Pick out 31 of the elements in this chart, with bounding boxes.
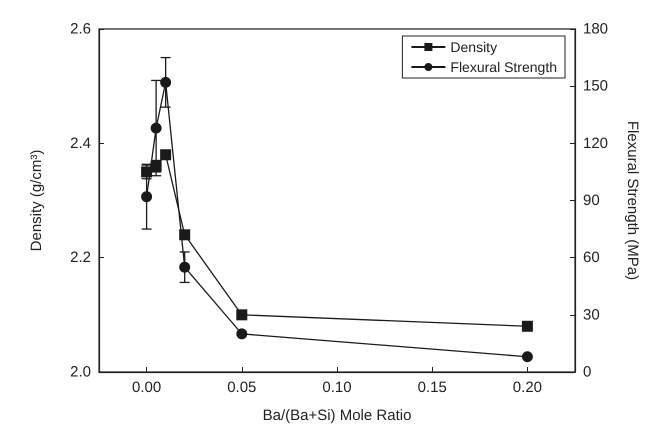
- point: [141, 191, 152, 202]
- y2-axis-title: Flexural Strength (MPa): [624, 120, 641, 280]
- y-tick-label: 2.4: [70, 134, 91, 152]
- point: [236, 309, 248, 320]
- point: [160, 76, 172, 88]
- x-tick-label: 0.20: [512, 379, 542, 396]
- y2-tick-label: 120: [583, 134, 608, 152]
- y-tick-label: 2.2: [70, 249, 91, 266]
- x-tick-label: 0.10: [322, 379, 352, 396]
- x-tick-label: 0.05: [227, 379, 256, 396]
- y-axis-title: Density (g/cm³): [28, 150, 45, 252]
- point: [179, 229, 190, 240]
- legend-label: Flexural Strength: [450, 59, 558, 75]
- point: [150, 122, 162, 134]
- point: [160, 149, 172, 160]
- y2-tick-label: 180: [583, 20, 608, 38]
- point: [522, 320, 533, 332]
- y2-tick-label: 90: [583, 192, 600, 209]
- y2-tick-label: 0: [583, 364, 592, 380]
- y-tick-label: 2.6: [70, 20, 91, 38]
- point: [179, 262, 190, 273]
- x-axis-title: Ba/(Ba+Si) Mole Ratio: [262, 407, 412, 424]
- point: [236, 328, 248, 340]
- y-tick-label: 2.0: [70, 364, 91, 380]
- y2-tick-label: 30: [583, 306, 600, 324]
- point: [522, 351, 533, 362]
- y2-tick-label: 150: [583, 78, 608, 95]
- y2-tick-label: 60: [583, 249, 600, 266]
- x-tick-label: 0.15: [418, 379, 447, 396]
- x-tick-label: 0.00: [132, 379, 162, 396]
- legend-label: Density: [450, 39, 498, 55]
